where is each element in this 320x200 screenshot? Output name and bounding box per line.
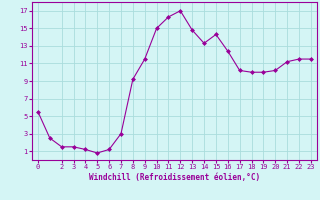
X-axis label: Windchill (Refroidissement éolien,°C): Windchill (Refroidissement éolien,°C) [89,173,260,182]
